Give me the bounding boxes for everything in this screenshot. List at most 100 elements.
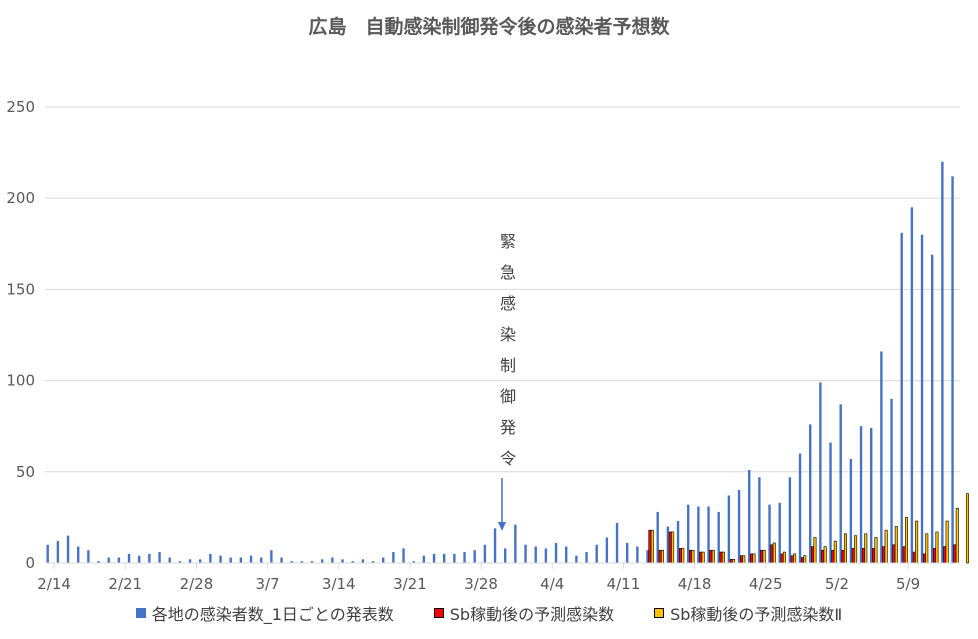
bar-predicted-2	[732, 559, 736, 564]
bar-reported	[900, 232, 903, 564]
bar-reported	[880, 351, 883, 563]
bar-predicted	[658, 549, 662, 564]
bar-reported	[687, 504, 690, 563]
bar-predicted	[953, 544, 957, 564]
bar-predicted-2	[884, 529, 888, 564]
bar-reported	[463, 552, 466, 563]
y-tick-label: 0	[25, 554, 35, 572]
bar-predicted	[892, 544, 896, 564]
legend-item-predicted: Sb稼動後の予測感染数	[433, 601, 614, 625]
bar-reported	[412, 561, 415, 563]
bar-reported	[758, 477, 761, 563]
x-tick-label: 3/28	[464, 575, 498, 593]
bar-predicted	[841, 549, 845, 564]
bar-reported	[46, 544, 49, 563]
bar-predicted	[851, 548, 855, 564]
bar-predicted-2	[803, 555, 807, 564]
bar-reported	[554, 542, 558, 563]
bar-reported	[341, 559, 344, 563]
bar-reported	[219, 555, 222, 563]
bar-reported	[270, 550, 273, 563]
bar-reported	[626, 542, 629, 563]
bar-reported	[788, 477, 792, 563]
bar-predicted	[943, 546, 947, 564]
bar-reported	[697, 506, 700, 563]
x-tick-label: 4/11	[607, 575, 641, 593]
bar-predicted-2	[955, 507, 959, 564]
bar-predicted	[790, 555, 794, 564]
bar-predicted-2	[762, 549, 766, 564]
bar-reported	[809, 424, 812, 563]
bar-predicted-2	[691, 549, 695, 564]
bar-reported	[585, 552, 588, 563]
bar-reported	[77, 546, 80, 563]
bar-predicted-2	[915, 520, 919, 564]
bar-reported	[748, 469, 751, 563]
bar-reported	[656, 511, 659, 563]
bar-predicted	[821, 549, 825, 564]
bar-reported	[646, 550, 649, 563]
chart-title: 広島 自動感染制御発令後の感染者予想数	[308, 16, 670, 38]
legend-swatch-predicted-2	[654, 608, 665, 618]
bar-predicted-2	[864, 533, 868, 564]
legend: 各地の感染者数_1日ごとの発表数 Sb稼動後の予測感染数 Sb稼動後の予測感染数…	[0, 601, 978, 625]
bar-predicted	[811, 546, 815, 564]
bar-predicted	[831, 549, 835, 564]
annotation-text: 緊急感染制御発令	[499, 232, 516, 468]
bar-predicted-2	[894, 526, 898, 564]
x-tick-label: 4/4	[540, 575, 564, 593]
bar-reported	[636, 546, 639, 563]
bar-reported	[798, 453, 802, 563]
bar-reported	[870, 428, 873, 563]
bar-reported	[941, 161, 944, 563]
x-tick-label: 2/21	[108, 575, 142, 593]
legend-label-predicted-2: Sb稼動後の予測感染数Ⅱ	[670, 605, 843, 624]
y-tick-label: 50	[16, 463, 35, 481]
bars	[46, 161, 969, 564]
bar-predicted-2	[782, 551, 786, 564]
bar-reported	[239, 557, 243, 563]
bar-reported	[290, 561, 293, 563]
bar-reported	[819, 382, 822, 563]
bar-reported	[280, 557, 283, 563]
x-tick-label: 4/18	[678, 575, 712, 593]
bar-reported	[97, 561, 100, 563]
bar-reported	[931, 254, 934, 564]
bar-reported	[382, 557, 385, 563]
bar-predicted	[933, 548, 937, 564]
bar-reported	[361, 559, 365, 563]
x-tick-label: 3/14	[322, 575, 356, 593]
bar-predicted	[800, 557, 804, 564]
gridlines	[45, 106, 960, 473]
bar-predicted	[760, 549, 764, 564]
bar-reported	[676, 521, 680, 563]
legend-item-predicted-2: Sb稼動後の予測感染数Ⅱ	[654, 601, 842, 625]
bar-reported	[351, 561, 354, 563]
bar-reported	[56, 541, 60, 563]
bar-reported	[432, 553, 436, 563]
legend-item-reported: 各地の感染者数_1日ごとの発表数	[135, 601, 394, 625]
bar-reported	[138, 555, 141, 563]
bar-reported	[605, 537, 609, 563]
bar-predicted-2	[772, 542, 776, 564]
bar-predicted-2	[904, 517, 908, 564]
bar-reported	[371, 561, 375, 563]
bar-reported	[148, 553, 151, 563]
bar-predicted	[912, 551, 916, 564]
bar-reported	[849, 459, 853, 563]
bar-predicted-2	[833, 540, 837, 564]
y-tick-label: 200	[6, 189, 35, 207]
bar-reported	[951, 176, 954, 563]
bar-reported	[707, 506, 710, 563]
x-tick-label: 2/14	[37, 575, 71, 593]
bar-predicted-2	[650, 529, 654, 564]
bar-predicted-2	[742, 555, 746, 564]
bar-predicted-2	[843, 533, 847, 564]
y-axis-ticks: 0 50 100 150 200 250	[6, 98, 35, 572]
bar-reported	[443, 553, 446, 563]
bar-reported	[595, 544, 598, 563]
bar-reported	[473, 550, 476, 563]
bar-reported	[859, 426, 863, 563]
bar-predicted	[882, 546, 886, 564]
y-tick-label: 100	[6, 372, 35, 390]
